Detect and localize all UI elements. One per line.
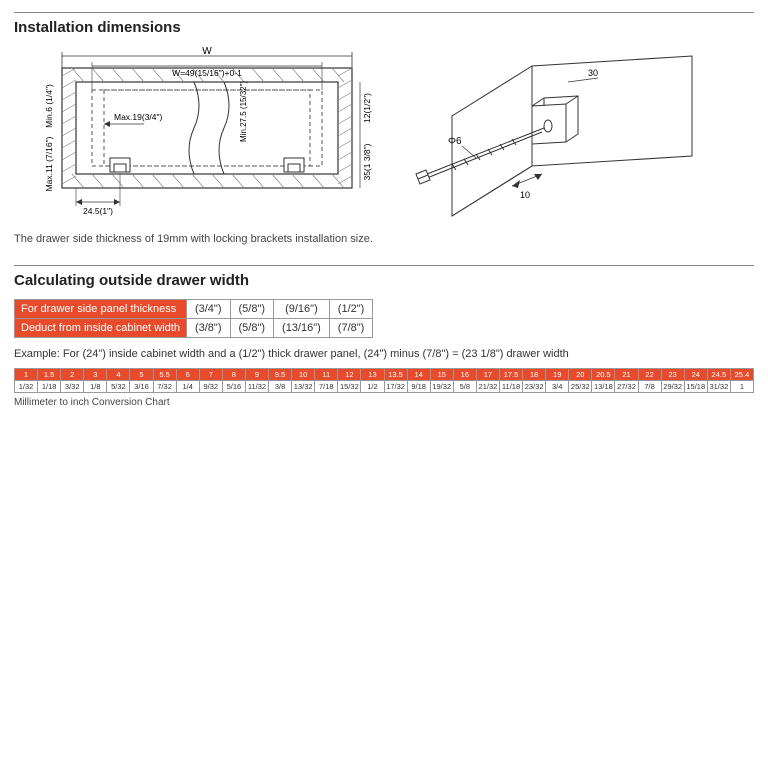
conv-mm-cell: 13 <box>361 369 384 381</box>
dim-max19: Max.19(3/4") <box>114 112 163 122</box>
conv-mm-cell: 5 <box>130 369 153 381</box>
conv-inch-cell: 27/32 <box>615 381 638 393</box>
conv-inch-cell: 11/18 <box>499 381 522 393</box>
conv-mm-cell: 9.5 <box>269 369 292 381</box>
dim-12: 12(1/2") <box>362 93 372 123</box>
conv-mm-cell: 3 <box>84 369 107 381</box>
conv-inch-cell: 7/18 <box>315 381 338 393</box>
conv-inch-cell: 3/4 <box>546 381 569 393</box>
conv-inch-cell: 15/18 <box>684 381 707 393</box>
conv-mm-cell: 22 <box>638 369 661 381</box>
conv-inch-cell: 1/32 <box>15 381 38 393</box>
thickness-cell: (5/8") <box>230 319 274 338</box>
conv-mm-cell: 4 <box>107 369 130 381</box>
conv-inch-cell: 15/32 <box>338 381 361 393</box>
conv-mm-cell: 14 <box>407 369 430 381</box>
thickness-cell: (1/2") <box>329 300 373 319</box>
conv-inch-cell: 1/8 <box>84 381 107 393</box>
conv-inch-cell: 31/32 <box>707 381 730 393</box>
install-note: The drawer side thickness of 19mm with l… <box>14 232 754 247</box>
conv-inch-cell: 13/18 <box>592 381 615 393</box>
conv-inch-cell: 1/4 <box>176 381 199 393</box>
conv-inch-cell: 5/16 <box>222 381 245 393</box>
conv-mm-cell: 5.5 <box>153 369 176 381</box>
conv-inch-cell: 17/32 <box>384 381 407 393</box>
conv-mm-cell: 20.5 <box>592 369 615 381</box>
conv-inch-cell: 5/32 <box>107 381 130 393</box>
dim-min27: Min.27.5 (15/32") <box>239 81 248 142</box>
conv-mm-cell: 19 <box>546 369 569 381</box>
dim-24-5: 24.5(1") <box>83 206 113 216</box>
conversion-caption: Millimeter to inch Conversion Chart <box>14 397 754 408</box>
conv-inch-cell: 3/8 <box>269 381 292 393</box>
conv-inch-cell: 25/32 <box>569 381 592 393</box>
conv-inch-cell: 1 <box>730 381 753 393</box>
thickness-cell: (3/8") <box>186 319 230 338</box>
dim-max11: Max.11 (7/16") <box>44 136 54 191</box>
conv-mm-cell: 16 <box>453 369 476 381</box>
conv-inch-cell: 5/8 <box>453 381 476 393</box>
conv-mm-cell: 10 <box>292 369 315 381</box>
conv-mm-cell: 15 <box>430 369 453 381</box>
conv-mm-cell: 25.4 <box>730 369 753 381</box>
conv-mm-cell: 6 <box>176 369 199 381</box>
conv-mm-cell: 8 <box>222 369 245 381</box>
conv-inch-cell: 9/32 <box>199 381 222 393</box>
conv-inch-cell: 7/8 <box>638 381 661 393</box>
thickness-cell: (13/16") <box>274 319 330 338</box>
conv-inch-cell: 13/32 <box>292 381 315 393</box>
thickness-cell: (3/4") <box>186 300 230 319</box>
conv-inch-cell: 1/2 <box>361 381 384 393</box>
conv-mm-cell: 24 <box>684 369 707 381</box>
section-title-calc: Calculating outside drawer width <box>14 265 754 289</box>
conv-inch-cell: 9/18 <box>407 381 430 393</box>
dim-30: 30 <box>588 68 598 78</box>
conv-mm-cell: 11 <box>315 369 338 381</box>
conv-inch-cell: 3/32 <box>61 381 84 393</box>
conversion-table: 11.523455.567899.51011121313.51415161717… <box>14 368 754 393</box>
conv-inch-cell: 19/32 <box>430 381 453 393</box>
conv-mm-cell: 18 <box>523 369 546 381</box>
conv-mm-cell: 13.5 <box>384 369 407 381</box>
thickness-table: For drawer side panel thickness (3/4") (… <box>14 299 373 338</box>
thickness-row1-label: For drawer side panel thickness <box>15 300 187 319</box>
conv-mm-cell: 9 <box>245 369 268 381</box>
conv-inch-cell: 29/32 <box>661 381 684 393</box>
conv-mm-cell: 17 <box>476 369 499 381</box>
diagrams-row: W W=49(15/16")+0-1 Max.19(3/4") Min.27.5… <box>14 46 754 226</box>
diagram-isometric: 30 Φ6 10 <box>392 46 712 226</box>
diagram-front-section: W W=49(15/16")+0-1 Max.19(3/4") Min.27.5… <box>14 46 374 226</box>
conv-mm-cell: 20 <box>569 369 592 381</box>
thickness-cell: (5/8") <box>230 300 274 319</box>
thickness-cell: (7/8") <box>329 319 373 338</box>
conv-inch-cell: 1/18 <box>38 381 61 393</box>
conv-inch-cell: 3/16 <box>130 381 153 393</box>
thickness-row2-label: Deduct from inside cabinet width <box>15 319 187 338</box>
conv-inch-cell: 7/32 <box>153 381 176 393</box>
conv-mm-cell: 24.5 <box>707 369 730 381</box>
conv-mm-cell: 7 <box>199 369 222 381</box>
section-title-install: Installation dimensions <box>14 12 754 36</box>
dim-min6: Min.6 (1/4") <box>44 84 54 128</box>
conv-inch-cell: 21/32 <box>476 381 499 393</box>
conv-mm-cell: 17.5 <box>499 369 522 381</box>
dim-35: 35(1 3/8") <box>362 143 372 180</box>
thickness-cell: (9/16") <box>274 300 330 319</box>
conv-inch-cell: 11/32 <box>245 381 268 393</box>
dim-W-formula: W=49(15/16")+0-1 <box>172 68 242 78</box>
conv-mm-cell: 1 <box>15 369 38 381</box>
conv-mm-cell: 1.5 <box>38 369 61 381</box>
example-text: Example: For (24") inside cabinet width … <box>14 348 754 360</box>
conv-mm-cell: 23 <box>661 369 684 381</box>
conv-mm-cell: 12 <box>338 369 361 381</box>
dim-10: 10 <box>520 190 530 200</box>
conv-mm-cell: 2 <box>61 369 84 381</box>
conv-mm-cell: 21 <box>615 369 638 381</box>
dim-phi6: Φ6 <box>448 136 462 147</box>
conv-inch-cell: 23/32 <box>523 381 546 393</box>
dim-W: W <box>202 46 212 57</box>
